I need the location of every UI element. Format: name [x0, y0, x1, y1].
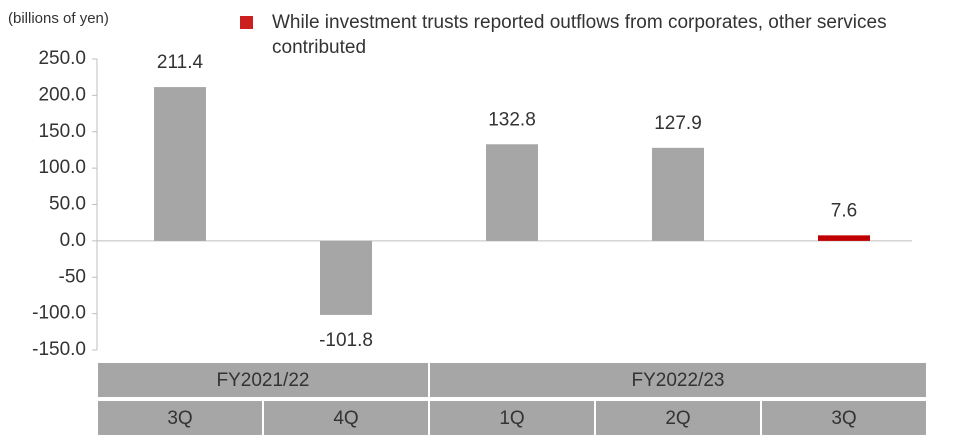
y-tick-label: 50.0 — [49, 194, 86, 215]
legend-text: While investment trusts reported outflow… — [272, 12, 887, 58]
bar — [154, 87, 206, 241]
group-cell — [428, 361, 928, 399]
group-label: FY2022/23 — [632, 370, 725, 391]
value-label: 132.8 — [488, 109, 536, 130]
bar — [818, 235, 870, 241]
legend-swatch — [240, 16, 253, 29]
category-cell — [760, 399, 928, 436]
category-cell — [428, 399, 596, 436]
bar — [652, 147, 704, 241]
x-tick-label: 3Q — [831, 408, 856, 429]
x-tick-label: 4Q — [333, 408, 358, 429]
category-cell — [594, 399, 762, 436]
value-label: -101.8 — [319, 330, 373, 351]
x-tick-label: 2Q — [665, 408, 690, 429]
value-label: 211.4 — [157, 52, 204, 73]
y-tick-label: 150.0 — [38, 121, 86, 142]
x-tick-label: 1Q — [499, 408, 524, 429]
bar — [320, 240, 372, 315]
y-tick-label: 0.0 — [60, 230, 86, 251]
y-tick-label: -100.0 — [32, 303, 86, 324]
y-tick-label: -150.0 — [32, 339, 86, 360]
y-tick-label: 100.0 — [38, 157, 86, 178]
bar — [486, 144, 538, 241]
x-tick-label: 3Q — [167, 408, 192, 429]
axis-label: (billions of yen) — [8, 10, 109, 27]
y-tick-label: 250.0 — [38, 48, 86, 69]
y-tick-label: 200.0 — [38, 84, 86, 105]
y-tick-label: -50 — [59, 266, 86, 287]
group-label: FY2021/22 — [217, 370, 310, 391]
value-label: 7.6 — [831, 200, 857, 221]
value-label: 127.9 — [654, 113, 702, 134]
group-cell — [96, 361, 430, 399]
legend: While investment trusts reported outflow… — [240, 10, 940, 60]
